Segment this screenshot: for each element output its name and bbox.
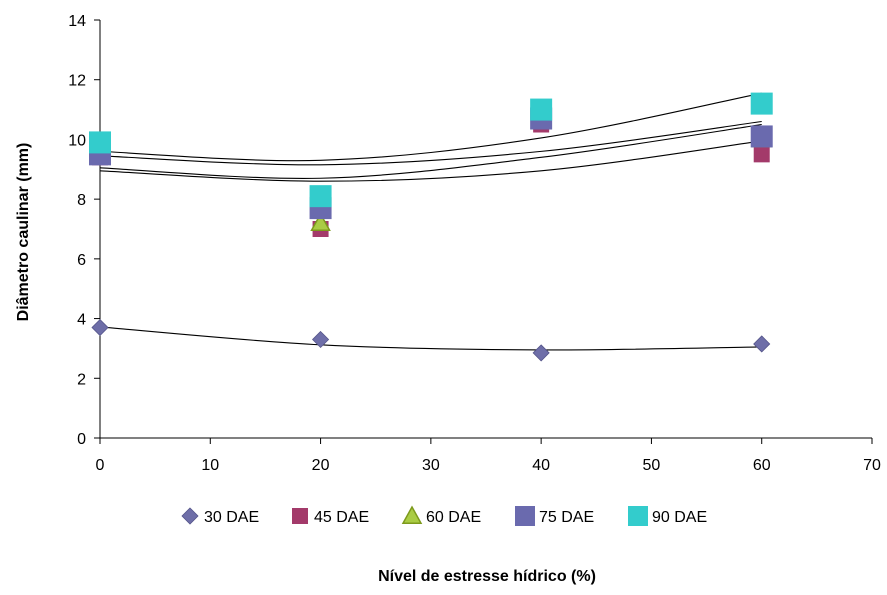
- data-point: [753, 146, 770, 163]
- legend-marker: [401, 505, 423, 524]
- legend-label: 60 DAE: [426, 509, 481, 526]
- legend-marker: [292, 508, 308, 524]
- legend-marker: [181, 507, 199, 525]
- y-tick-label: 0: [77, 431, 86, 448]
- trendline: [99, 123, 762, 179]
- trendline: [99, 326, 762, 351]
- trendline: [99, 92, 762, 162]
- x-tick-label: 70: [863, 457, 881, 474]
- y-tick-label: 10: [68, 132, 86, 149]
- data-point: [310, 212, 331, 231]
- data-point: [312, 330, 330, 349]
- data-point: [532, 344, 550, 362]
- legend-label: 30 DAE: [204, 509, 259, 526]
- trendline: [99, 140, 762, 182]
- y-tick-label: 12: [68, 73, 86, 90]
- data-point: [89, 131, 111, 154]
- legend-label: 45 DAE: [314, 509, 369, 526]
- y-tick-label: 8: [77, 192, 86, 209]
- legend-label: 90 DAE: [652, 509, 707, 526]
- x-tick-label: 40: [532, 457, 550, 474]
- y-tick-label: 6: [77, 252, 86, 269]
- legend-label: 75 DAE: [539, 509, 594, 526]
- y-tick-label: 4: [77, 312, 86, 329]
- legend-marker: [628, 506, 648, 526]
- data-point: [753, 335, 771, 353]
- x-tick-label: 30: [422, 457, 440, 474]
- trendlines: [99, 92, 762, 351]
- data-point: [530, 98, 553, 121]
- axes: 0 2 4 6 8 10 12 14 0 10 20 30 40 50 60 70: [68, 13, 881, 474]
- y-axis-title: Diâmetro caulinar (mm): [15, 143, 32, 322]
- x-axis-title: Nível de estresse hídrico (%): [378, 568, 596, 585]
- data-point: [750, 125, 773, 148]
- y-tick-label: 2: [77, 371, 86, 388]
- legend: 30 DAE 45 DAE 60 DAE 75 DAE 90 DAE: [181, 505, 707, 526]
- data-point: [309, 185, 332, 208]
- data-point: [750, 92, 773, 115]
- x-tick-label: 0: [96, 457, 105, 474]
- trendline: [99, 120, 762, 166]
- y-tick-label: 14: [68, 13, 86, 30]
- x-tick-label: 20: [312, 457, 330, 474]
- x-tick-label: 10: [201, 457, 219, 474]
- legend-marker: [515, 506, 535, 526]
- x-tick-label: 60: [753, 457, 771, 474]
- data-point: [91, 318, 109, 337]
- data-points: [89, 92, 773, 362]
- x-tick-label: 50: [643, 457, 661, 474]
